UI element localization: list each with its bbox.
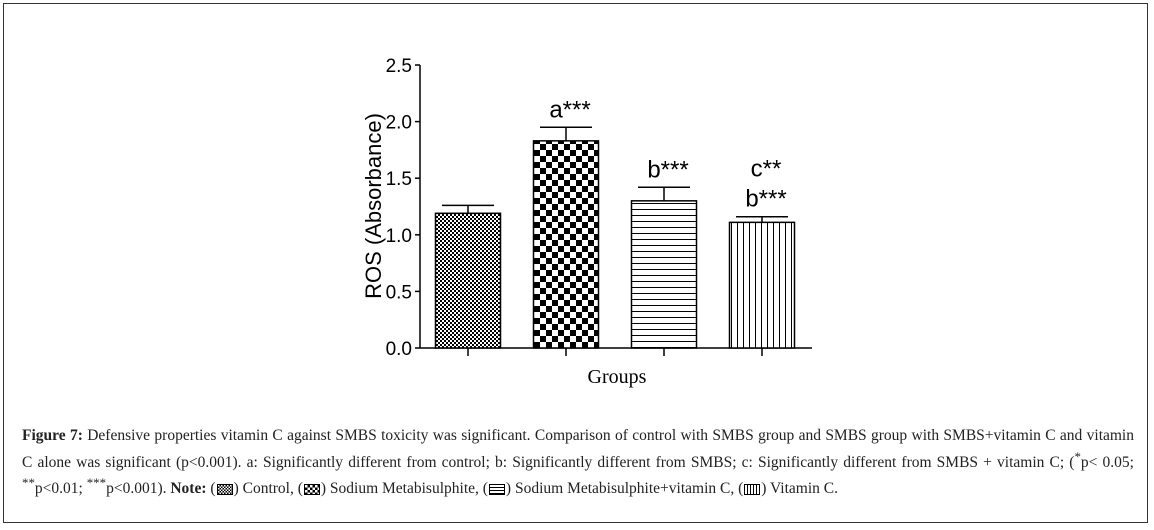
figure-caption: Figure 7: Defensive properties vitamin C… bbox=[22, 426, 1134, 500]
caption-text: ) Control, ( bbox=[233, 480, 303, 498]
note-label: Note: bbox=[170, 480, 207, 498]
caption-label: Figure 7: bbox=[22, 427, 83, 444]
caption-text: p<0.01; bbox=[34, 480, 87, 498]
bar-fine-checker bbox=[434, 212, 502, 349]
y-tick-label: 2.0 bbox=[386, 113, 412, 134]
smbs-vitc-pattern-icon bbox=[488, 484, 505, 496]
sig-marker: ** bbox=[22, 475, 35, 491]
caption-text: p< 0.05; bbox=[1080, 453, 1134, 471]
y-axis-label: ROS (Absorbance) bbox=[361, 113, 386, 299]
y-tick-label: 1.5 bbox=[386, 169, 412, 190]
annotation-vitc-b: b*** bbox=[745, 186, 786, 213]
control-pattern-icon bbox=[216, 484, 233, 496]
bar-coarse-checker bbox=[532, 140, 600, 349]
annotation-smbs-vitc: b*** bbox=[647, 156, 688, 183]
annotation-vitc-c: c** bbox=[751, 156, 782, 183]
y-tick-label: 2.5 bbox=[386, 56, 412, 77]
vitc-pattern-icon bbox=[744, 484, 761, 496]
bar-vertical-lines bbox=[728, 221, 796, 349]
bar-horizontal-lines bbox=[630, 200, 698, 349]
x-axis-label: Groups bbox=[588, 366, 647, 388]
annotation-smbs: a*** bbox=[549, 96, 590, 123]
sig-marker: *** bbox=[86, 475, 107, 491]
caption-text: p<0.001). bbox=[106, 480, 171, 498]
sig-marker: * bbox=[1074, 448, 1081, 464]
bar-chart: 0.0 0.5 1.0 1.5 2.0 2.5 a*** b*** c** b*** RO… bbox=[361, 56, 812, 388]
caption-text: Defensive properties vitamin C against S… bbox=[22, 427, 1134, 471]
caption-text: ) Sodium Metabisulphite+vitamin C, ( bbox=[505, 480, 744, 498]
smbs-pattern-icon bbox=[303, 484, 320, 496]
y-tick-label: 0.5 bbox=[386, 282, 412, 303]
y-tick-label: 0.0 bbox=[386, 339, 412, 360]
y-tick-label: 1.0 bbox=[386, 226, 412, 247]
caption-text: ( bbox=[206, 480, 216, 498]
figure-frame bbox=[3, 3, 1148, 523]
caption-text: ) Vitamin C. bbox=[761, 480, 838, 498]
caption-text: ) Sodium Metabisulphite, ( bbox=[320, 480, 488, 498]
